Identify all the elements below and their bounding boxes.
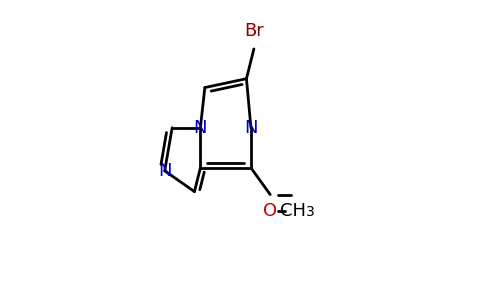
- Text: N: N: [244, 119, 257, 137]
- Text: Br: Br: [244, 22, 264, 40]
- Text: N: N: [194, 119, 207, 137]
- Text: CH: CH: [280, 202, 305, 220]
- Text: 3: 3: [306, 206, 315, 219]
- Text: O: O: [263, 202, 277, 220]
- Text: N: N: [158, 162, 171, 180]
